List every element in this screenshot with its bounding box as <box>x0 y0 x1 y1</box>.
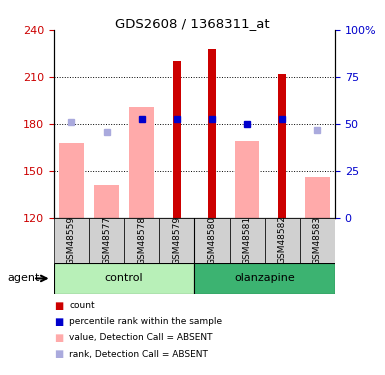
Text: GSM48577: GSM48577 <box>102 215 111 265</box>
Text: ■: ■ <box>54 317 63 327</box>
Bar <box>229 217 265 262</box>
Bar <box>173 61 181 217</box>
Text: count: count <box>69 301 95 310</box>
Text: GSM48582: GSM48582 <box>278 216 287 264</box>
Bar <box>54 217 89 262</box>
Bar <box>235 141 259 218</box>
Text: ■: ■ <box>54 333 63 343</box>
Bar <box>208 49 216 217</box>
Text: ■: ■ <box>54 301 63 310</box>
Bar <box>124 217 159 262</box>
Text: GSM48559: GSM48559 <box>67 215 76 265</box>
Text: olanzapine: olanzapine <box>234 273 295 284</box>
Text: GSM48583: GSM48583 <box>313 215 322 265</box>
Bar <box>129 106 154 218</box>
Text: value, Detection Call = ABSENT: value, Detection Call = ABSENT <box>69 333 213 342</box>
Text: agent: agent <box>8 273 40 283</box>
Text: percentile rank within the sample: percentile rank within the sample <box>69 317 223 326</box>
Bar <box>54 262 194 294</box>
Text: GSM48580: GSM48580 <box>208 215 216 265</box>
Bar <box>278 74 286 217</box>
Bar <box>194 262 335 294</box>
Bar <box>159 217 194 262</box>
Bar <box>194 217 229 262</box>
Text: GDS2608 / 1368311_at: GDS2608 / 1368311_at <box>115 17 270 30</box>
Text: control: control <box>105 273 144 284</box>
Bar <box>94 185 119 218</box>
Bar <box>305 177 330 218</box>
Bar <box>89 217 124 262</box>
Bar <box>59 142 84 218</box>
Text: GSM48579: GSM48579 <box>172 215 181 265</box>
Text: rank, Detection Call = ABSENT: rank, Detection Call = ABSENT <box>69 350 208 358</box>
Bar <box>264 217 300 262</box>
Bar <box>300 217 335 262</box>
Text: GSM48578: GSM48578 <box>137 215 146 265</box>
Text: ■: ■ <box>54 349 63 359</box>
Text: GSM48581: GSM48581 <box>243 215 252 265</box>
